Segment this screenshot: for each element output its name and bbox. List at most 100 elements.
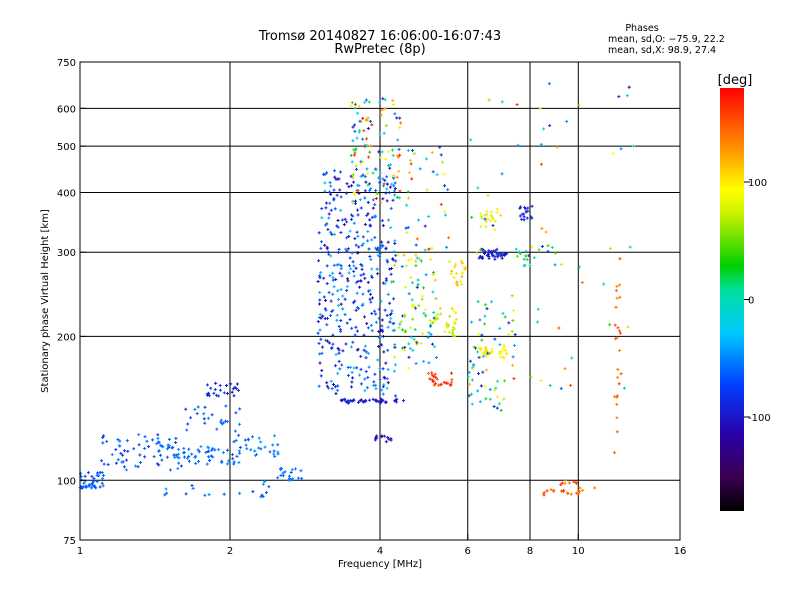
data-point [166,443,170,447]
data-point [364,118,368,122]
data-point [375,267,379,271]
data-point [369,187,373,191]
data-point [354,199,357,203]
data-point [318,313,322,316]
data-point [384,124,388,128]
data-point [366,376,370,379]
data-point [364,370,368,373]
data-point [245,447,249,451]
data-point [411,148,414,152]
data-point [283,470,287,474]
data-point [276,452,280,456]
data-point [525,253,529,257]
data-point [360,243,364,247]
data-point [546,244,550,248]
data-point [345,249,349,253]
data-point [234,439,238,442]
data-point [412,151,416,155]
data-point [433,278,437,282]
data-point [165,455,169,459]
data-point [463,267,467,271]
data-point [394,394,397,398]
data-point [476,389,480,393]
data-point [446,188,450,192]
data-point [187,447,191,451]
data-point [512,377,516,381]
data-point [367,365,371,369]
data-point [276,443,280,447]
data-point [403,329,407,333]
data-point [427,247,431,251]
data-point [540,245,544,248]
data-point [334,177,338,181]
data-point [194,454,198,458]
data-point [574,491,578,495]
data-point [190,484,194,487]
data-point [337,359,341,363]
data-point [329,192,333,196]
data-point [101,436,105,439]
data-point [345,236,349,240]
data-point [358,119,362,123]
data-point [484,397,488,401]
data-point [391,257,395,261]
data-point [394,253,398,257]
data-point [450,307,454,311]
data-point [366,280,370,284]
data-point [209,386,213,390]
data-point [375,436,379,440]
data-point [409,326,413,330]
data-point [373,203,377,207]
data-point [364,350,368,354]
data-point [432,320,436,323]
data-point [407,355,411,359]
data-point [401,328,405,332]
data-point [373,236,377,239]
data-point [359,206,363,210]
data-point [532,256,536,260]
data-point [405,231,409,235]
data-point [327,253,331,256]
data-point [205,462,209,466]
data-point [460,271,464,275]
data-point [466,375,470,379]
data-point [502,253,506,256]
data-point [470,366,474,370]
data-point [338,271,342,275]
data-point [100,459,104,463]
data-point [253,449,257,453]
data-point [480,216,484,220]
data-point [615,416,619,420]
data-point [339,288,343,292]
data-point [379,334,383,338]
data-point [222,451,225,455]
data-point [332,263,336,267]
data-point [110,453,114,457]
data-point [362,348,366,352]
data-point [116,458,120,462]
stats-line-x: mean, sd,X: 98.9, 27.4 [608,45,716,56]
data-point [344,247,348,251]
data-point [319,337,323,341]
data-point [374,168,378,172]
data-point [226,420,230,424]
data-point [479,248,483,252]
data-point [366,351,370,355]
data-point [393,343,397,347]
data-point [361,302,365,306]
data-point [470,320,474,324]
data-point [355,167,358,171]
data-point [578,103,581,107]
data-point [409,276,413,280]
data-point [427,361,431,365]
data-point [569,383,573,387]
data-point [360,267,364,271]
data-point [443,330,447,334]
data-point [615,284,619,288]
data-point [97,474,101,478]
stats-title: Phases [625,23,658,34]
data-point [387,437,391,441]
data-point [486,194,490,197]
data-point [460,275,464,279]
data-point [572,480,576,484]
